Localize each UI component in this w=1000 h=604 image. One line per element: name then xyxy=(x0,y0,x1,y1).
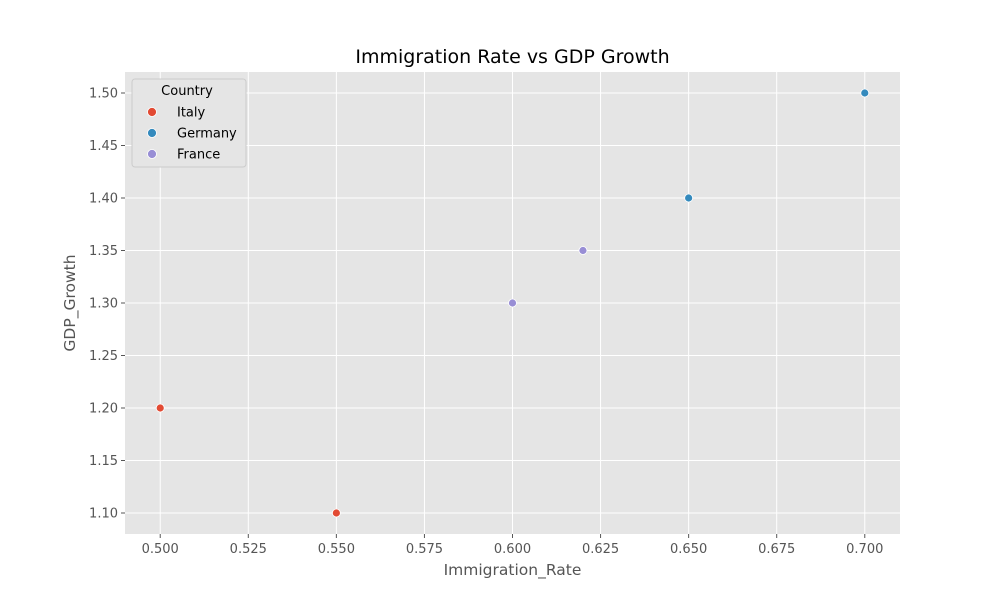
legend-label-france: France xyxy=(177,148,220,163)
x-tick-label: 0.525 xyxy=(230,542,267,557)
legend-marker-germany xyxy=(147,128,157,138)
data-point-italy xyxy=(155,403,165,413)
legend-marker-france xyxy=(147,149,157,159)
data-point-germany xyxy=(860,88,870,98)
legend-box xyxy=(131,78,247,168)
x-tick-label: 0.600 xyxy=(494,542,531,557)
y-tick-label: 1.10 xyxy=(89,507,118,522)
legend-label-germany: Germany xyxy=(177,127,237,142)
axis-ticks: 0.500 0.525 0.550 0.575 0.600 0.625 0.650 0.675… xyxy=(89,87,883,558)
y-tick-label: 1.40 xyxy=(89,192,118,207)
x-tick-label: 0.650 xyxy=(670,542,707,557)
data-point-france xyxy=(508,298,517,308)
y-tick-label: 1.20 xyxy=(89,402,118,417)
x-tick-label: 0.700 xyxy=(846,542,883,557)
x-axis-label: Immigration_Rate xyxy=(444,561,582,580)
x-tick-label: 0.500 xyxy=(142,542,179,557)
y-tick-label: 1.25 xyxy=(89,349,118,364)
legend-label-italy: Italy xyxy=(177,106,206,121)
y-tick-label: 1.45 xyxy=(89,139,118,154)
data-point-italy xyxy=(331,508,341,518)
legend: Country Italy Germany France xyxy=(131,78,247,168)
x-tick-label: 0.625 xyxy=(582,542,619,557)
data-point-france xyxy=(578,246,588,255)
y-tick-label: 1.30 xyxy=(89,297,118,312)
x-tick-label: 0.575 xyxy=(406,542,443,557)
x-tick-label: 0.675 xyxy=(758,542,795,557)
legend-title: Country xyxy=(161,84,213,99)
data-points xyxy=(155,88,870,518)
y-tick-label: 1.15 xyxy=(89,454,118,469)
legend-marker-italy xyxy=(147,107,157,117)
y-axis-label: GDP_Growth xyxy=(61,254,80,351)
chart-title: Immigration Rate vs GDP Growth xyxy=(355,46,669,68)
x-tick-label: 0.550 xyxy=(318,542,355,557)
data-point-germany xyxy=(684,193,694,203)
y-tick-label: 1.50 xyxy=(89,87,118,102)
y-tick-label: 1.35 xyxy=(89,244,118,259)
